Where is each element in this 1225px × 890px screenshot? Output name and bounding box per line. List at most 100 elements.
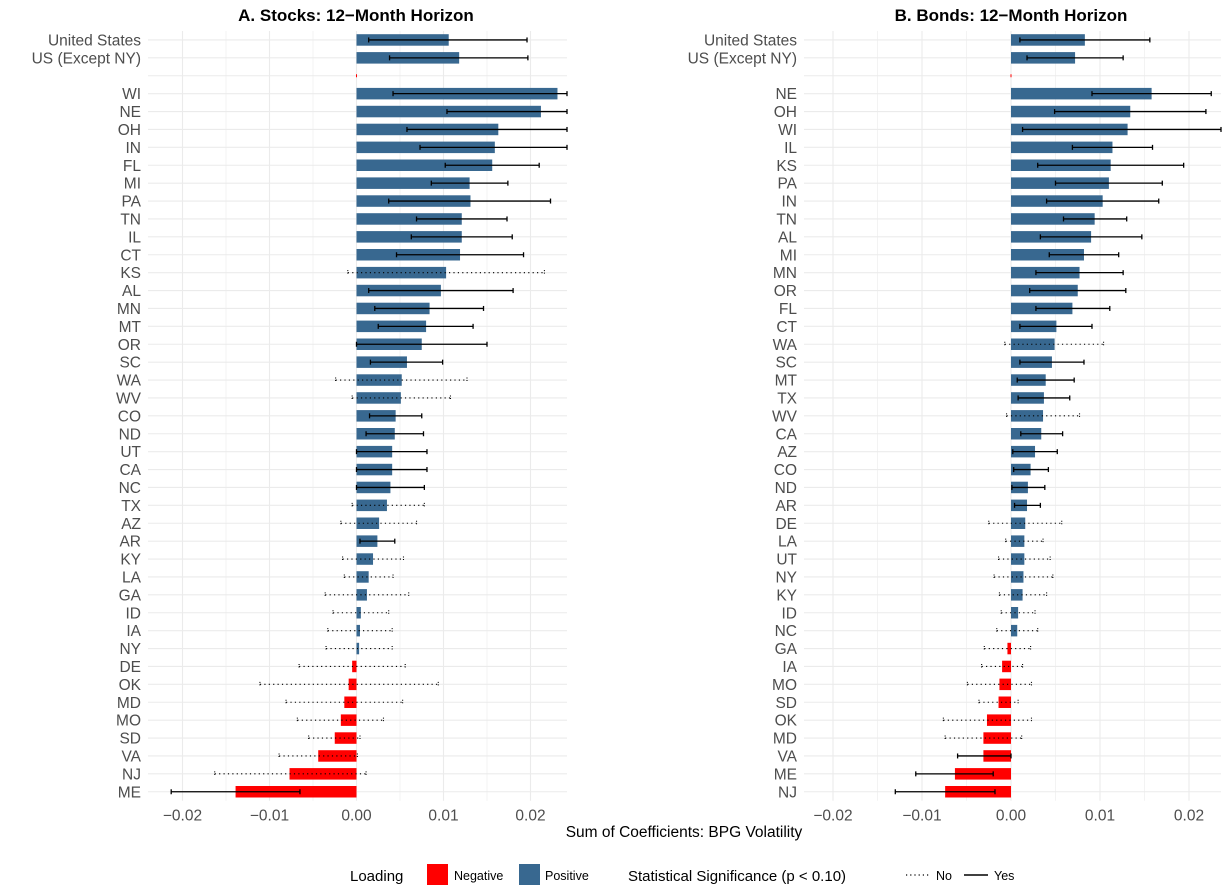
stocks-row: MT xyxy=(119,319,567,336)
bonds-row-label: FL xyxy=(779,301,797,318)
bonds-row: TX xyxy=(777,390,1221,407)
stocks-row: IA xyxy=(126,623,567,640)
stocks-row-label: KS xyxy=(120,265,141,282)
bonds-row-label: DE xyxy=(775,516,797,533)
stocks-bar xyxy=(352,660,357,673)
stocks-row-label: CA xyxy=(119,462,141,479)
stocks-bar xyxy=(356,374,402,386)
stocks-row: NJ xyxy=(122,766,567,783)
bonds-row: AL xyxy=(778,229,1221,246)
bonds-row-label: VA xyxy=(777,748,797,765)
stocks-row: CT xyxy=(120,247,567,264)
stocks-bar xyxy=(356,159,493,171)
bonds-row: US (Except NY) xyxy=(688,50,1221,67)
stocks-row: WA xyxy=(117,373,567,390)
stocks-row: VA xyxy=(121,748,567,765)
bonds-row-label: AR xyxy=(775,498,797,515)
stocks-panel-title: A. Stocks: 12−Month Horizon xyxy=(238,6,474,25)
stocks-row-label: MN xyxy=(117,301,141,318)
bonds-row: OH xyxy=(774,104,1221,121)
bonds-bar xyxy=(1011,213,1095,225)
stocks-row-label: WI xyxy=(122,86,141,103)
stocks-row: CO xyxy=(118,408,567,425)
bonds-row-label: TN xyxy=(776,211,797,228)
bonds-row: MD xyxy=(773,731,1221,748)
stocks-row-label: MT xyxy=(119,319,142,336)
bonds-row-label: AZ xyxy=(777,444,797,461)
bonds-row-label: US (Except NY) xyxy=(688,50,797,67)
bonds-bar xyxy=(1011,624,1018,637)
stocks-row-label: ME xyxy=(118,784,141,801)
bonds-row: CA xyxy=(775,426,1221,443)
legend-significance-title: Statistical Significance (p < 0.10) xyxy=(628,868,846,885)
bonds-bar xyxy=(1007,642,1011,655)
bonds-row xyxy=(804,74,1221,78)
stocks-row: MN xyxy=(117,301,567,318)
stocks-row-label: MD xyxy=(117,695,141,712)
stocks-row: NY xyxy=(119,641,567,658)
bonds-row-label: OH xyxy=(774,104,797,121)
stocks-bar xyxy=(356,231,462,243)
bonds-row: FL xyxy=(779,301,1221,318)
bonds-row-label: GA xyxy=(775,641,798,658)
stocks-row-label: TN xyxy=(120,211,141,228)
stocks-row: US (Except NY) xyxy=(32,50,567,67)
stocks-row: MO xyxy=(116,713,567,730)
bonds-x-tick-label: 0.02 xyxy=(1174,808,1204,825)
bonds-row: OR xyxy=(774,283,1221,300)
stocks-row: KY xyxy=(120,552,567,569)
bonds-row-label: WV xyxy=(772,408,798,425)
stocks-row: WV xyxy=(116,390,567,407)
stocks-row-label: IN xyxy=(126,140,142,157)
bonds-row-label: NY xyxy=(775,569,797,586)
stocks-row: MD xyxy=(117,695,567,712)
stocks-bar xyxy=(356,624,360,637)
bonds-x-tick-label: 0.00 xyxy=(996,808,1027,825)
stocks-bar xyxy=(356,589,367,601)
stocks-bar xyxy=(334,732,357,744)
stocks-row: ID xyxy=(126,605,567,622)
bonds-x-tick-label: −0.02 xyxy=(813,808,852,825)
bonds-bar xyxy=(999,678,1011,691)
bonds-row: KS xyxy=(776,158,1221,175)
bonds-row-label: CT xyxy=(776,319,797,336)
bonds-bar xyxy=(1011,87,1152,100)
stocks-x-tick-label: 0.01 xyxy=(428,808,458,825)
stocks-x-tick-label: −0.02 xyxy=(163,808,202,825)
stocks-row: NE xyxy=(119,104,568,121)
bonds-row-label: ID xyxy=(782,605,798,622)
bonds-row-label: NC xyxy=(775,623,797,640)
stocks-row-label: LA xyxy=(122,569,142,586)
bonds-row-label: WI xyxy=(778,122,797,139)
stocks-row-label: TX xyxy=(121,498,141,515)
bonds-bar xyxy=(1011,535,1025,547)
stocks-row: IL xyxy=(128,229,567,246)
bonds-row-label: NJ xyxy=(778,784,797,801)
stocks-row-label: SC xyxy=(119,355,141,372)
stocks-row-label: ID xyxy=(126,605,142,622)
stocks-row-label: OH xyxy=(118,122,141,139)
legend-loading-title: Loading xyxy=(350,868,403,885)
stocks-row: UT xyxy=(120,444,567,461)
bonds-row: MO xyxy=(772,677,1221,694)
bonds-row-label: MI xyxy=(780,247,797,264)
stocks-row-label: IA xyxy=(126,623,141,640)
bonds-row: WV xyxy=(772,408,1221,425)
bonds-bar xyxy=(1011,517,1026,529)
stocks-row: ME xyxy=(118,784,567,801)
stocks-row-label: DE xyxy=(119,659,141,676)
stocks-bar xyxy=(356,499,387,512)
bonds-row-label: AL xyxy=(778,229,797,246)
legend-positive-label: Positive xyxy=(545,869,589,883)
bonds-row-label: CA xyxy=(775,426,797,443)
bonds-bar xyxy=(998,696,1011,708)
bonds-row: NE xyxy=(775,86,1221,103)
stocks-x-tick-label: 0.00 xyxy=(341,808,372,825)
bonds-panel: B. Bonds: 12−Month Horizon United States… xyxy=(688,6,1222,825)
stocks-row-label: WV xyxy=(116,390,142,407)
stocks-row-label: FL xyxy=(123,158,141,175)
bonds-row-label: KY xyxy=(776,587,797,604)
bonds-panel-title: B. Bonds: 12−Month Horizon xyxy=(895,6,1128,25)
bonds-row: LA xyxy=(778,534,1221,551)
bonds-row: ND xyxy=(775,480,1221,497)
